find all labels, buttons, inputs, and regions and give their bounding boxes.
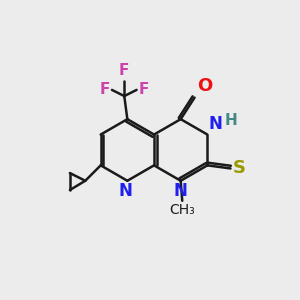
Text: F: F bbox=[119, 63, 130, 78]
Text: N: N bbox=[119, 182, 133, 200]
Text: S: S bbox=[233, 159, 246, 177]
Text: N: N bbox=[208, 115, 222, 133]
Text: O: O bbox=[197, 76, 212, 94]
Text: F: F bbox=[99, 82, 110, 98]
Text: N: N bbox=[174, 182, 188, 200]
Text: CH₃: CH₃ bbox=[169, 203, 195, 217]
Text: H: H bbox=[225, 113, 238, 128]
Text: F: F bbox=[139, 82, 149, 98]
